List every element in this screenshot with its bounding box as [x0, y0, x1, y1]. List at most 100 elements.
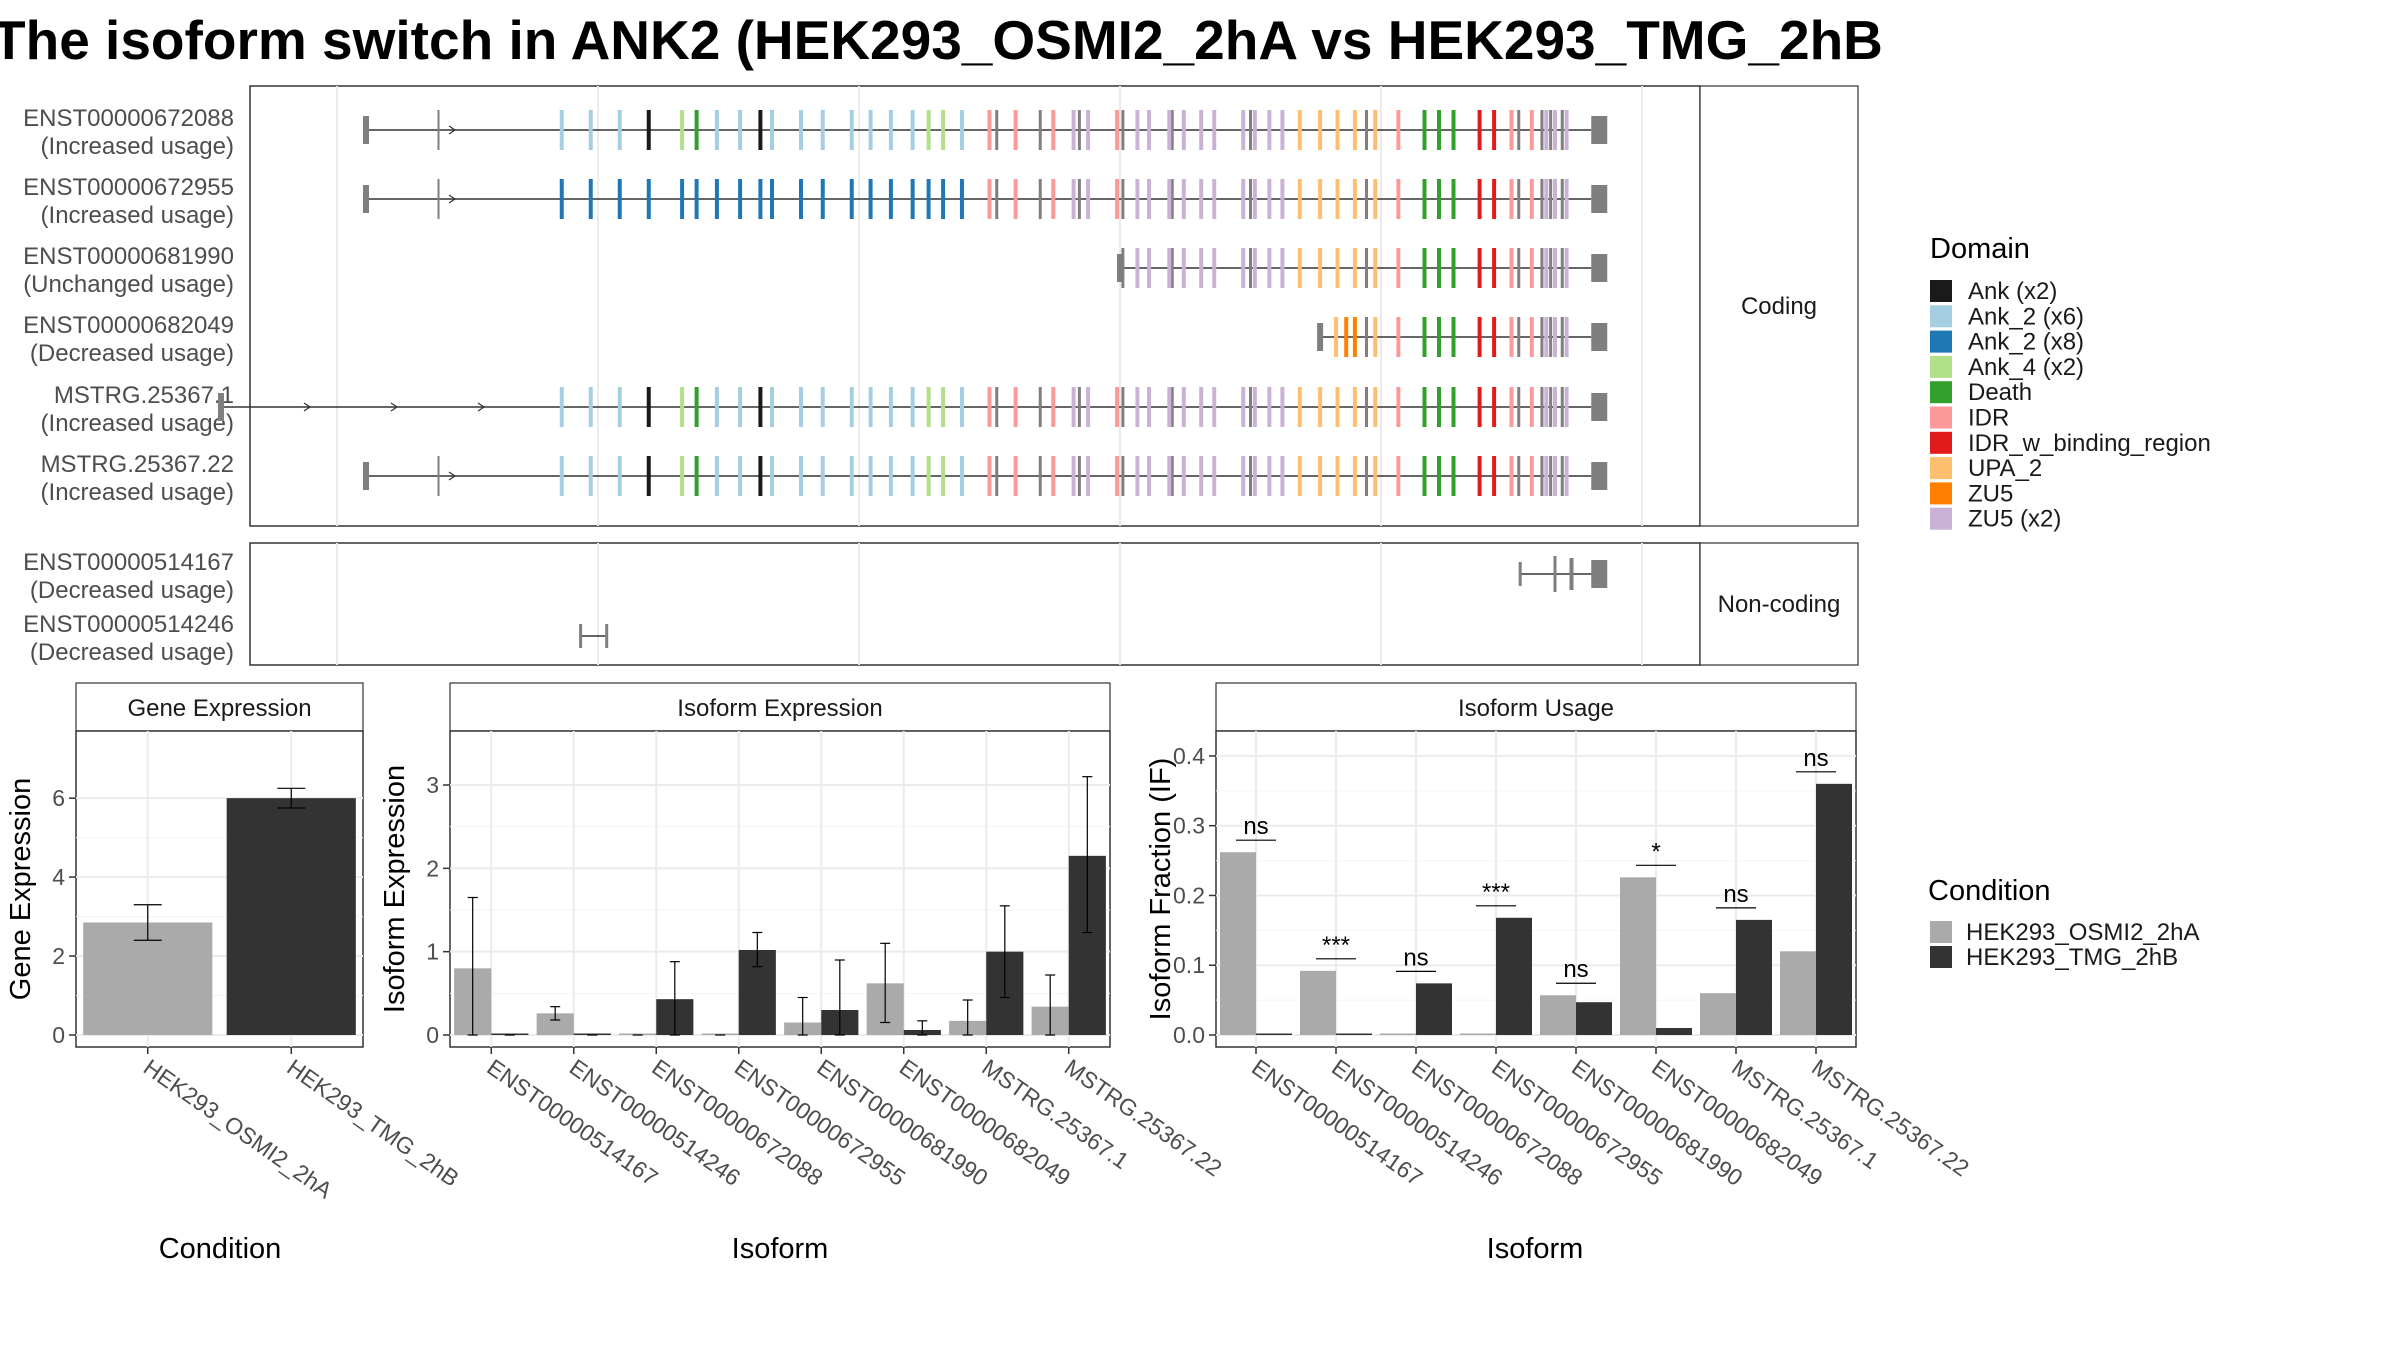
domain-exon: [1509, 110, 1514, 150]
domain-exon: [1334, 317, 1339, 357]
domain-exon: [1422, 248, 1427, 288]
exon: [1549, 317, 1553, 357]
transcript-usage-label: (Increased usage): [41, 479, 234, 506]
exon: [1038, 387, 1042, 427]
bar: [1576, 1002, 1612, 1035]
y-tick-label: 0: [52, 1022, 65, 1048]
exon: [995, 179, 999, 219]
domain-exon: [959, 179, 964, 219]
domain-exon: [1529, 179, 1534, 219]
domain-exon: [588, 110, 593, 150]
domain-exon: [1013, 456, 1018, 496]
legend-swatch: [1930, 921, 1952, 943]
domain-exon: [1147, 110, 1151, 150]
transcript-id-label: ENST00000514167: [23, 549, 234, 576]
domain-exon: [1051, 110, 1056, 150]
domain-exon: [1396, 179, 1401, 219]
domain-exon: [1071, 179, 1076, 219]
coding-panel-strip: [1699, 85, 1859, 527]
exon: [1553, 556, 1557, 592]
utr-exon: [1591, 254, 1608, 282]
domain-exon: [1252, 387, 1257, 427]
domain-exon: [1147, 456, 1151, 496]
domain-exon: [1373, 179, 1378, 219]
domain-exon: [1241, 456, 1246, 496]
domain-exon: [941, 387, 946, 427]
legend-label: UPA_2: [1968, 455, 2042, 482]
utr-exon: [1117, 254, 1123, 282]
y-tick-label: 2: [426, 855, 439, 881]
panel-gene-expression: Gene Expression 0 2 4 6 Gene Expression Condit…: [5, 682, 464, 1265]
domain-exon: [1241, 387, 1246, 427]
domain-exon: [1297, 456, 1302, 496]
domain-exon: [770, 110, 774, 150]
domain-exon: [770, 179, 774, 219]
domain-exon: [1451, 387, 1456, 427]
exon: [1038, 456, 1042, 496]
domain-exon: [1564, 110, 1569, 150]
domain-exon: [1135, 179, 1140, 219]
utr-exon: [1591, 462, 1608, 490]
domain-exon: [1071, 110, 1076, 150]
transcript-ENST00000681990: ENST00000681990(Unchanged usage): [23, 243, 1608, 298]
domain-exon: [1297, 179, 1302, 219]
exon: [1560, 317, 1564, 357]
domain-exon: [1267, 179, 1272, 219]
domain-exon: [1396, 248, 1401, 288]
domain-exon: [910, 456, 915, 496]
exon: [1170, 179, 1174, 219]
exon: [605, 624, 609, 648]
domain-exon: [1267, 248, 1272, 288]
direction-arrow: [448, 471, 457, 481]
coding-panel-frame: [249, 85, 1701, 527]
domain-exon: [758, 456, 763, 496]
domain-exon: [987, 456, 992, 496]
exon: [1540, 387, 1544, 427]
exon: [1249, 110, 1252, 150]
domain-exon: [738, 387, 743, 427]
domain-exon: [1564, 456, 1569, 496]
domain-exon: [1422, 179, 1427, 219]
domain-exon: [820, 179, 825, 219]
transcript-structure-panel: CodingNon-codingENST00000672088(Increase…: [23, 85, 1859, 666]
bar: [573, 1033, 611, 1035]
domain-exon: [820, 456, 825, 496]
panel-title: Gene Expression: [127, 695, 311, 722]
bar: [1496, 917, 1532, 1035]
domain-exon: [799, 179, 803, 219]
domain-exon: [1451, 456, 1456, 496]
domain-exon: [758, 387, 763, 427]
exon: [1249, 248, 1252, 288]
domain-exon: [1252, 456, 1257, 496]
significance-label: ns: [1723, 881, 1748, 908]
exon: [1540, 456, 1544, 496]
domain-exon: [1086, 387, 1091, 427]
legend-swatch: [1930, 355, 1952, 378]
domain-exon: [799, 387, 803, 427]
legends: Domain Ank (x2)Ank_2 (x6)Ank_2 (x8)Ank_4 …: [1928, 233, 2211, 971]
domain-exon: [1373, 456, 1378, 496]
domain-exon: [646, 179, 651, 219]
domain-exon: [910, 179, 915, 219]
domain-exon: [1352, 456, 1357, 496]
domain-exon: [1013, 110, 1018, 150]
domain-exon: [646, 456, 651, 496]
exon: [1517, 456, 1521, 496]
utr-exon: [1317, 323, 1324, 351]
domain-exon: [1199, 387, 1204, 427]
domain-exon: [1509, 317, 1514, 357]
domain-legend-title: Domain: [1930, 233, 2030, 265]
domain-exon: [770, 456, 774, 496]
domain-exon: [1553, 387, 1557, 427]
transcript-id-label: ENST00000681990: [23, 243, 234, 270]
domain-exon: [646, 110, 651, 150]
exon: [1121, 179, 1125, 219]
exon: [1540, 110, 1544, 150]
significance-label: ***: [1322, 932, 1350, 959]
domain-exon: [1181, 387, 1186, 427]
domain-exon: [1115, 456, 1120, 496]
domain-exon: [714, 179, 719, 219]
domain-exon: [1451, 110, 1456, 150]
bar: [83, 922, 213, 1035]
exon: [1077, 110, 1081, 150]
